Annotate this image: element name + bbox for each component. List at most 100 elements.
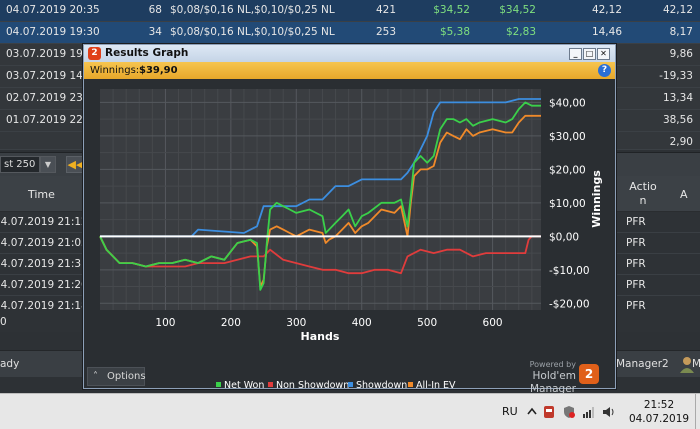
window-title-bar[interactable]: 2 Results Graph _ □ ✕: [84, 45, 615, 62]
session-won-2: $2,83: [505, 26, 536, 38]
winnings-value: $39,90: [139, 65, 178, 76]
winnings-label: Winnings:: [90, 65, 140, 76]
session-row[interactable]: 04.07.2019 19:30 34 $0,08/$0,16 NL,$0,10…: [0, 22, 700, 44]
x-axis-label: Hands: [301, 330, 340, 343]
hand-action: PFR: [626, 258, 646, 270]
session-date: 01.07.2019 22:4: [6, 114, 94, 126]
y-axis-label: Winnings: [590, 170, 603, 228]
session-bb-2: 13,34: [662, 92, 693, 104]
clock-time: 21:52: [643, 399, 675, 411]
x-tick-label: 600: [483, 317, 503, 329]
clock-date: 04.07.2019: [628, 413, 690, 425]
legend: Net Won Non Showdown Showdown All-In EV: [216, 380, 456, 391]
session-bb-2: 2,90: [669, 136, 693, 148]
column-header-extra[interactable]: A: [680, 188, 688, 201]
session-stakes: $0,08/$0,16 NL,$0,10/$0,25 NL: [170, 4, 335, 16]
session-date: 02.07.2019 23:5: [6, 92, 94, 104]
y-tick-label: $30,00: [549, 131, 586, 143]
legend-swatch: [216, 382, 221, 387]
hand-action: PFR: [626, 300, 646, 312]
hand-action: PFR: [626, 216, 646, 228]
hands-count: 0: [0, 316, 7, 328]
legend-label: Non Showdown: [276, 380, 349, 391]
filter-select[interactable]: st 250: [0, 156, 40, 173]
brand-name: Hold'em Manager: [529, 370, 576, 395]
x-tick-label: 500: [417, 317, 437, 329]
y-tick-label: $10,00: [549, 198, 586, 210]
results-chart: 100 200 300 400 500 600 $40,00 $30,00 $20,00 $10,…: [84, 79, 615, 391]
column-header-action[interactable]: Actio n: [629, 180, 657, 207]
language-indicator[interactable]: RU: [502, 405, 518, 418]
y-tick-label: -$10,00: [549, 265, 590, 277]
hand-action: PFR: [626, 237, 646, 249]
app-tray-icon[interactable]: [542, 405, 556, 419]
options-button[interactable]: ˄ Options: [87, 367, 146, 386]
status-text: ady: [0, 358, 20, 370]
legend-label: All-In EV: [416, 380, 456, 391]
session-bb-2: 8,17: [669, 26, 693, 38]
security-icon[interactable]: [562, 405, 576, 419]
session-hands: 68: [148, 4, 162, 16]
results-graph-window: 2 Results Graph _ □ ✕ Winnings: $39,90 ?…: [83, 44, 616, 395]
session-date: 04.07.2019 20:35: [6, 4, 100, 16]
y-tick-label: $0,00: [549, 231, 579, 243]
x-tick-label: 300: [286, 317, 306, 329]
legend-swatch: [408, 382, 413, 387]
hand-time: 04.07.2019 21:26: [0, 279, 88, 291]
status-app-name-2: M: [692, 358, 700, 370]
maximize-button[interactable]: □: [583, 48, 596, 60]
legend-swatch: [268, 382, 273, 387]
series-line-non-showdown: [99, 235, 541, 275]
y-tick-label: -$20,00: [549, 298, 590, 310]
powered-by: Powered by Hold'em Manager: [494, 360, 576, 396]
y-tick-label: $40,00: [549, 97, 586, 109]
session-date: 03.07.2019 14:2: [6, 70, 94, 82]
session-bb: 42,12: [591, 4, 622, 16]
brand-logo-icon: 2: [579, 364, 599, 384]
y-tick-label: $20,00: [549, 164, 586, 176]
winnings-bar: Winnings: $39,90 ?: [84, 62, 615, 79]
legend-swatch: [348, 382, 353, 387]
previous-page-button[interactable]: ◀◀: [66, 156, 86, 173]
session-won: $34,52: [433, 4, 470, 16]
options-label: Options: [107, 371, 146, 382]
clock[interactable]: 21:52 04.07.2019: [628, 398, 690, 426]
window-title: Results Graph: [105, 47, 189, 59]
session-count: 253: [375, 26, 396, 38]
tray-expand-icon[interactable]: [525, 405, 539, 419]
powered-by-text: Powered by: [529, 360, 576, 369]
x-tick-label: 200: [221, 317, 241, 329]
show-desktop-button[interactable]: [695, 394, 700, 429]
session-bb-2: 38,56: [662, 114, 693, 126]
close-button[interactable]: ✕: [597, 48, 610, 60]
hand-time: 04.07.2019 21:05: [0, 237, 88, 249]
session-hands: 34: [148, 26, 162, 38]
hand-action: PFR: [626, 279, 646, 291]
hand-time: 04.07.2019 21:18: [0, 300, 88, 312]
hand-time: 04.07.2019 21:12: [0, 216, 88, 228]
user-icon: [680, 357, 694, 373]
series-line-showdown: [100, 98, 541, 238]
help-icon[interactable]: ?: [598, 64, 611, 77]
legend-label: Net Won: [224, 380, 264, 391]
taskbar: RU 21:52 04.07.2019: [0, 393, 700, 429]
session-bb: 14,46: [591, 26, 622, 38]
session-date: 04.07.2019 19:30: [6, 26, 100, 38]
session-bb-2: -19,33: [659, 70, 693, 82]
x-tick-label: 100: [155, 317, 175, 329]
session-won: $5,38: [439, 26, 470, 38]
column-header-time[interactable]: Time: [28, 188, 55, 201]
session-stakes: $0,08/$0,16 NL,$0,10/$0,25 NL: [170, 26, 335, 38]
volume-icon[interactable]: [602, 405, 616, 419]
chevron-down-icon[interactable]: ▼: [40, 156, 56, 173]
session-count: 421: [375, 4, 396, 16]
minimize-button[interactable]: _: [569, 48, 582, 60]
network-icon[interactable]: [582, 405, 596, 419]
status-app-name: Manager2: [616, 358, 669, 370]
session-row[interactable]: 04.07.2019 20:35 68 $0,08/$0,16 NL,$0,10…: [0, 0, 700, 22]
session-bb-2: 9,86: [669, 48, 693, 60]
legend-label: Showdown: [356, 380, 407, 391]
session-date: 03.07.2019 19:4: [6, 48, 94, 60]
session-won-2: $34,52: [499, 4, 536, 16]
